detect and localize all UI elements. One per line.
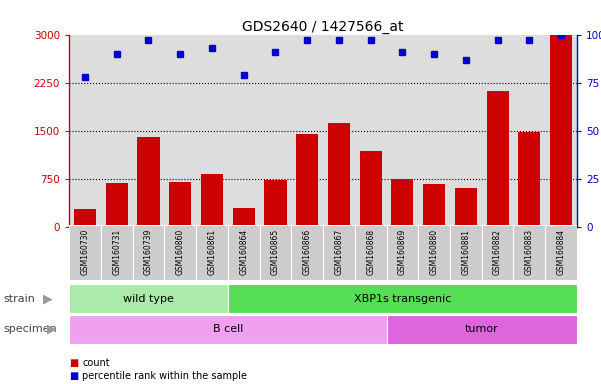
- Bar: [418, 225, 450, 280]
- Bar: [74, 209, 96, 227]
- Bar: [196, 225, 228, 280]
- Text: ▶: ▶: [47, 323, 56, 336]
- Bar: [545, 225, 577, 280]
- Bar: [69, 284, 228, 313]
- Bar: [101, 225, 133, 280]
- Title: GDS2640 / 1427566_at: GDS2640 / 1427566_at: [242, 20, 404, 33]
- Bar: [359, 151, 382, 227]
- Bar: [323, 225, 355, 280]
- Text: GSM160868: GSM160868: [366, 229, 375, 275]
- Text: count: count: [82, 358, 110, 368]
- Text: GSM160861: GSM160861: [207, 229, 216, 275]
- Text: GSM160881: GSM160881: [462, 229, 471, 275]
- Text: B cell: B cell: [213, 324, 243, 334]
- Bar: [291, 225, 323, 280]
- Bar: [513, 225, 545, 280]
- Bar: [296, 134, 319, 227]
- Text: GSM160865: GSM160865: [271, 229, 280, 275]
- Bar: [455, 188, 477, 227]
- Text: tumor: tumor: [465, 324, 499, 334]
- Bar: [550, 35, 572, 227]
- Text: GSM160860: GSM160860: [175, 229, 185, 275]
- Text: ■: ■: [69, 358, 78, 368]
- Text: GSM160882: GSM160882: [493, 229, 502, 275]
- Bar: [133, 225, 164, 280]
- Text: GSM160884: GSM160884: [557, 229, 566, 275]
- Bar: [518, 132, 540, 227]
- Text: GSM160739: GSM160739: [144, 229, 153, 275]
- Bar: [355, 225, 386, 280]
- Text: specimen: specimen: [3, 324, 56, 334]
- Bar: [169, 182, 191, 227]
- Text: GSM160730: GSM160730: [81, 229, 90, 275]
- Bar: [328, 123, 350, 227]
- Text: XBP1s transgenic: XBP1s transgenic: [354, 293, 451, 304]
- Bar: [386, 225, 418, 280]
- Bar: [482, 225, 513, 280]
- Text: ▶: ▶: [43, 292, 53, 305]
- Text: GSM160864: GSM160864: [239, 229, 248, 275]
- Text: GSM160869: GSM160869: [398, 229, 407, 275]
- Bar: [69, 225, 101, 280]
- Bar: [386, 315, 577, 344]
- Text: GSM160880: GSM160880: [430, 229, 439, 275]
- Bar: [423, 184, 445, 227]
- Bar: [450, 225, 482, 280]
- Text: strain: strain: [3, 293, 35, 304]
- Bar: [233, 208, 255, 227]
- Bar: [260, 225, 291, 280]
- Bar: [201, 174, 223, 227]
- Text: wild type: wild type: [123, 293, 174, 304]
- Text: GSM160866: GSM160866: [303, 229, 312, 275]
- Text: GSM160883: GSM160883: [525, 229, 534, 275]
- Text: GSM160731: GSM160731: [112, 229, 121, 275]
- Text: GSM160867: GSM160867: [334, 229, 343, 275]
- Bar: [264, 180, 287, 227]
- Bar: [138, 137, 160, 227]
- Bar: [228, 225, 260, 280]
- Bar: [228, 284, 577, 313]
- Bar: [486, 91, 508, 227]
- Bar: [69, 315, 386, 344]
- Text: percentile rank within the sample: percentile rank within the sample: [82, 371, 248, 381]
- Bar: [391, 179, 413, 227]
- Text: ■: ■: [69, 371, 78, 381]
- Bar: [164, 225, 196, 280]
- Bar: [106, 183, 128, 227]
